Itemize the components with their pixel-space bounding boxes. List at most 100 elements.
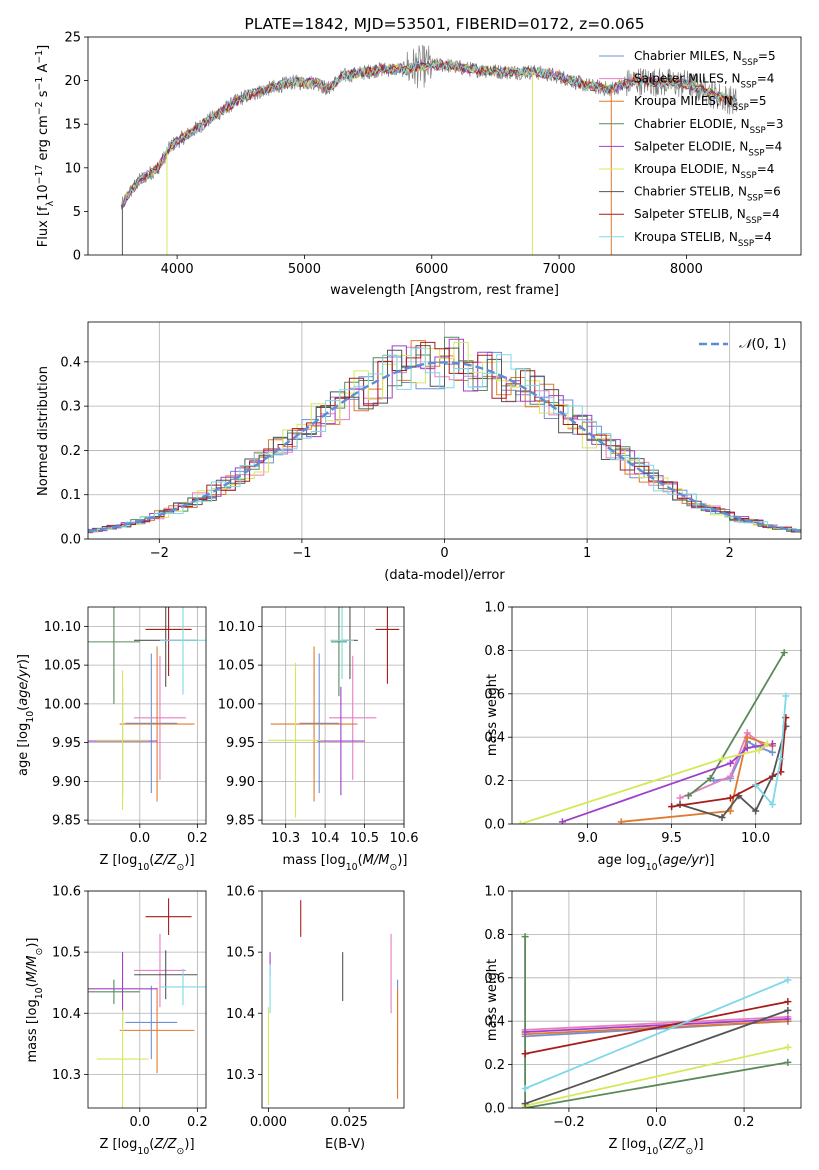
label-part: ( (358, 853, 363, 868)
y-tick: 0.1 (60, 488, 88, 503)
x-tick: 10.0 (741, 824, 770, 846)
y-tick-label: 0.6 (484, 971, 505, 986)
weight-marker (784, 998, 792, 1006)
gridlines (512, 606, 801, 825)
label-part: Chabrier MILES, N (634, 49, 742, 63)
histogram-8 (88, 347, 801, 533)
label-part: Kroupa MILES, N (634, 94, 733, 108)
weight-marker (763, 740, 771, 748)
y-tick-label: 10.10 (218, 620, 255, 635)
axes-frame (511, 606, 802, 825)
x-tick-label: 2 (726, 546, 734, 561)
legend-label: Chabrier ELODIE, NSSP=3 (634, 117, 783, 136)
label-part: )] (184, 1137, 194, 1152)
label-part: =6 (763, 185, 781, 199)
weight-line-3 (524, 936, 789, 1108)
y-tick: 0.8 (484, 644, 512, 659)
y-tick: 0.2 (60, 444, 88, 459)
axes-frame (87, 36, 802, 256)
label-part: =3 (766, 117, 784, 131)
weight-marker (676, 794, 684, 802)
x-tick: 6000 (415, 255, 448, 277)
y-tick: 10.05 (44, 659, 88, 674)
label-part: Salpeter STELIB, N (634, 207, 746, 221)
y-tick-label: 1.0 (484, 601, 505, 616)
weight-marker (743, 744, 751, 752)
y-tick-label: 5 (73, 205, 81, 220)
y-tick: 0 (73, 249, 88, 264)
label-part: =4 (765, 139, 783, 153)
x-tick: 0.0 (646, 1108, 667, 1130)
label-part: )] (397, 853, 407, 868)
y-axis-label: Normed distribution (36, 366, 51, 496)
label-part: ( (149, 1137, 154, 1152)
label-part: SSP (741, 81, 757, 91)
y-tick-label: 10.00 (44, 697, 81, 712)
y-tick-label: 10.6 (226, 885, 255, 900)
plot-area (88, 898, 206, 1108)
y-tick: 0.4 (60, 355, 88, 370)
label-part: erg cm (36, 115, 51, 164)
x-tick-label: 8000 (670, 262, 703, 277)
weight-marker (784, 1058, 792, 1066)
y-tick: 9.85 (52, 814, 88, 829)
label-part: Z [log (99, 1137, 137, 1152)
y-tick: 0.4 (484, 731, 512, 746)
axes-frame (87, 321, 802, 540)
label-part: SSP (738, 239, 754, 249)
label-part: SSP (750, 126, 766, 136)
y-tick: 9.85 (226, 814, 262, 829)
legend-label: Kroupa MILES, NSSP=5 (634, 94, 767, 113)
y-tick: 10.5 (52, 946, 88, 961)
weight-line-6 (524, 1009, 789, 1105)
label-part: A (36, 64, 51, 77)
label-part: ⊙ (389, 862, 397, 873)
y-tick: 1.0 (484, 885, 512, 900)
y-tick-label: 10.4 (52, 1007, 81, 1022)
x-tick-label: 0.2 (734, 1115, 755, 1130)
weight-line-7 (524, 1000, 789, 1055)
weight-marker (743, 733, 751, 741)
y-tick-label: 10.05 (44, 659, 81, 674)
axes-age-vs-mass: 10.3 10.4 10.5 10.6 9.85 9.90 9.95 10.00 10.05 10… (218, 606, 418, 846)
y-tick: 9.95 (52, 736, 88, 751)
x-tick-label: 9.5 (661, 831, 682, 846)
weight-line-6 (679, 726, 787, 819)
weight-line-3 (687, 652, 785, 797)
legend-label: Kroupa ELODIE, NSSP=4 (634, 162, 774, 181)
x-axis-label: Z [log10(Z/Z⊙)] (608, 1137, 703, 1157)
weight-marker (782, 692, 790, 700)
label-part: ⊙ (686, 1146, 694, 1157)
x-tick-label: 0.2 (187, 1115, 208, 1130)
weight-marker (684, 792, 692, 800)
label-part: =5 (749, 94, 767, 108)
y-tick: 1.0 (484, 601, 512, 616)
weight-marker (718, 755, 726, 763)
label-part: =5 (758, 49, 776, 63)
label-part: )] (25, 938, 40, 948)
y-tick-label: 9.95 (226, 736, 255, 751)
plot-area (120, 44, 738, 255)
x-tick-label: 0.000 (250, 1115, 287, 1130)
y-axis-label: mass weight (485, 959, 500, 1041)
y-tick: 10.10 (218, 620, 262, 635)
y-tick-label: 20 (64, 74, 81, 89)
x-axis-label: E(B-V) (325, 1137, 365, 1152)
weight-line-2 (621, 736, 773, 823)
weight-marker (768, 748, 776, 756)
x-tick: 10.3 (271, 824, 300, 846)
label-part: −2 (34, 101, 45, 115)
y-tick: 10.3 (226, 1068, 262, 1083)
normal-curve (88, 361, 801, 533)
x-tick-label: 0.2 (187, 831, 208, 846)
y-tick-label: 25 (64, 31, 81, 46)
weight-marker (521, 1028, 529, 1036)
x-tick-label: 1 (583, 546, 591, 561)
axes-frame (87, 606, 207, 825)
y-tick: 10.05 (218, 659, 262, 674)
label-part: Chabrier ELODIE, N (634, 117, 750, 131)
axes-residuals: −2 −1 0 1 2 0.0 0.1 0.2 0.3 0.4 (60, 321, 802, 561)
weight-marker (726, 759, 734, 767)
label-part: Kroupa STELIB, N (634, 230, 738, 244)
weight-marker (718, 813, 726, 821)
